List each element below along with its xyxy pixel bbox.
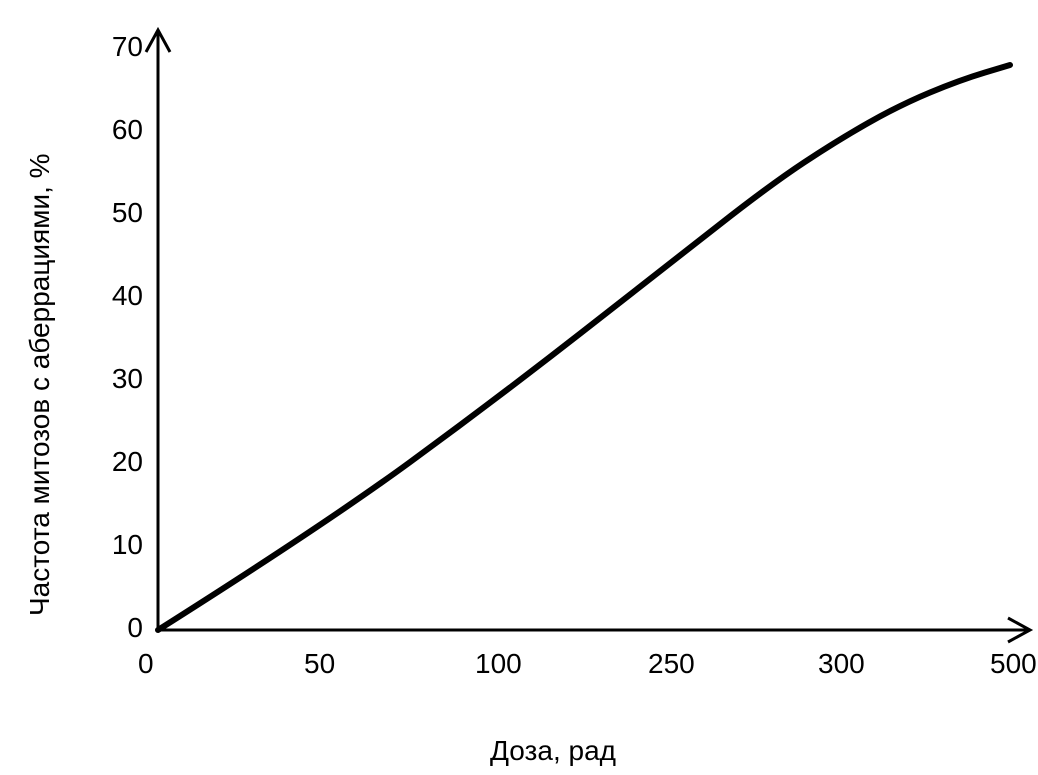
y-tick-label: 60 [112,114,143,146]
y-tick-label: 20 [112,446,143,478]
y-tick-label: 50 [112,197,143,229]
y-tick-label: 10 [112,529,143,561]
x-tick-label: 500 [990,648,1037,680]
y-tick-label: 30 [112,363,143,395]
x-tick-label: 250 [648,648,695,680]
y-axis-label: Частота митозов с аберрациями, % [24,156,56,616]
x-tick-label: 50 [304,648,335,680]
data-curve [158,65,1010,630]
x-tick-label: 300 [818,648,865,680]
y-tick-label: 0 [127,612,143,644]
chart-container: Частота митозов с аберрациями, % Доза, р… [0,0,1038,775]
y-tick-label: 70 [112,31,143,63]
x-tick-label: 100 [475,648,522,680]
x-axis-label: Доза, рад [490,735,616,767]
y-tick-label: 40 [112,280,143,312]
x-tick-label: 0 [138,648,154,680]
